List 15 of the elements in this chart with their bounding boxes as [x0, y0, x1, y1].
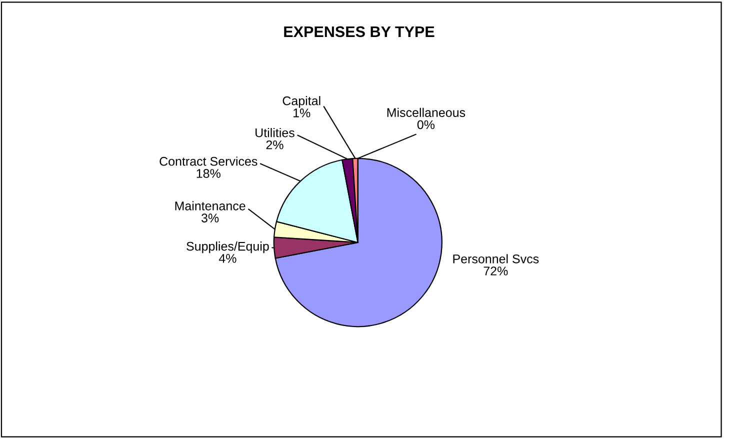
data-label: 18% [196, 169, 220, 178]
data-label: 4% [218, 254, 236, 263]
data-label: 1% [294, 108, 310, 118]
data-label: 2% [266, 140, 284, 150]
slice-label: Contract Services [160, 156, 258, 166]
text: 0% [417, 120, 435, 130]
slice-label: Maintenance [175, 201, 246, 210]
data-label: 3% [201, 214, 219, 222]
slice-label: Utilities [256, 128, 294, 138]
category-label: Miscellaneous [387, 108, 466, 118]
slice-label: Capital [282, 96, 320, 108]
data-label: 72% [484, 266, 508, 276]
slice-label: Supplies/Equip [186, 242, 269, 254]
chart-title: EXPENSES BY TYPE [284, 26, 434, 38]
slice-label: Personnel Svcs [453, 254, 539, 264]
